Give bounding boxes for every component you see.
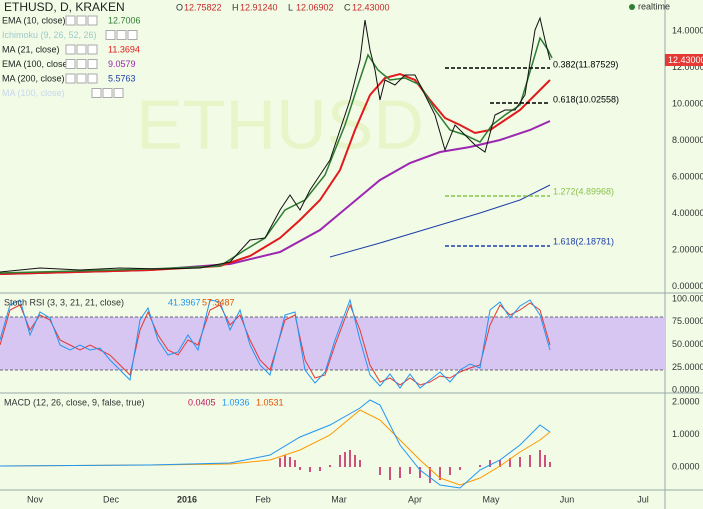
fib-label: 0.618(10.02558) <box>553 94 619 104</box>
indicator-value: 9.0579 <box>108 59 136 69</box>
indicator-label: MA (100, close) <box>2 88 65 98</box>
macd-histogram <box>279 450 551 483</box>
rsi-tick: 75.0000 <box>672 316 703 326</box>
indicator-button <box>91 88 102 98</box>
ohlc-value: 12.06902 <box>296 2 334 12</box>
ohlc-key: C <box>344 2 351 12</box>
price-tick: 10.00000 <box>672 98 703 108</box>
rsi-label: Stoch RSI (3, 3, 21, 21, close) <box>4 297 124 307</box>
indicator-value: 5.5763 <box>108 73 136 83</box>
ohlc-key: L <box>288 2 293 12</box>
live-dot <box>629 4 635 10</box>
ohlc-key: H <box>232 2 239 12</box>
watermark: ETHUSD <box>136 85 424 163</box>
indicator-label: MA (21, close) <box>2 44 60 54</box>
current-price-box <box>665 54 703 66</box>
ohlc-value: 12.75822 <box>184 2 222 12</box>
fib-label: 1.272(4.89968) <box>553 186 614 196</box>
price-tick: 8.00000 <box>672 135 703 145</box>
indicator-button <box>102 88 113 98</box>
x-tick: Dec <box>103 494 120 504</box>
macd-signal-line <box>0 409 551 486</box>
realtime: realtime <box>638 1 670 11</box>
x-tick: Feb <box>255 494 271 504</box>
ohlc-key: O <box>176 2 183 12</box>
indicator-button <box>65 73 76 84</box>
rsi-d-line <box>0 298 551 389</box>
indicator-button <box>116 30 127 40</box>
rsi-value: 41.3967 <box>168 297 201 307</box>
x-tick: Jul <box>637 494 649 504</box>
indicator-button <box>76 59 87 69</box>
indicator-button <box>113 88 124 98</box>
x-tick: Apr <box>408 494 422 504</box>
ema100-line <box>0 120 551 275</box>
x-tick: May <box>482 494 500 504</box>
indicator-button <box>65 59 76 69</box>
indicator-button <box>65 44 76 55</box>
x-tick: 2016 <box>177 494 197 504</box>
rsi-k-line <box>0 302 551 386</box>
price-tick: 2.00000 <box>672 244 703 254</box>
macd-value: 0.0405 <box>188 397 216 407</box>
macd-tick: 1.0000 <box>672 429 700 439</box>
ma21-line <box>0 72 551 275</box>
indicator-button <box>87 44 98 55</box>
price-tick: 0.00000 <box>672 281 703 291</box>
ma200-line <box>329 184 551 258</box>
price-line <box>0 16 551 273</box>
plot-area <box>0 0 665 490</box>
macd-line <box>0 399 551 489</box>
indicator-label: Ichimoku (9, 26, 52, 26) <box>2 30 97 40</box>
macd-tick: 0.0000 <box>672 461 700 471</box>
rsi-tick: 100.0000 <box>672 293 703 303</box>
indicator-button <box>65 15 76 26</box>
indicator-value: 11.3694 <box>108 44 140 54</box>
indicators: EMA (10, close) 12.7006 Ichimoku (9, 26, 5… <box>2 15 141 98</box>
indicator-button <box>76 15 87 26</box>
axes: 14.00000 12.00000 10.00000 8.00000 6.00000 4.… <box>27 25 703 504</box>
indicator-button <box>76 44 87 55</box>
price-tick: 14.00000 <box>672 25 703 35</box>
rsi-band <box>0 317 665 370</box>
current-price: 12.43000 <box>668 55 703 65</box>
rsi-value: 57.3487 <box>202 297 235 307</box>
rsi-tick: 50.0000 <box>672 339 703 349</box>
indicator-button <box>105 30 116 40</box>
price-tick: 6.00000 <box>672 171 703 181</box>
macd-value: 1.0936 <box>222 397 250 407</box>
indicator-value: 12.7006 <box>108 15 141 25</box>
ohlc: O 12.75822 H 12.91240 L 12.06902 C 12.43000 <box>176 2 390 12</box>
indicator-button <box>76 73 87 84</box>
price-tick: 4.00000 <box>672 208 703 218</box>
macd-value: 1.0531 <box>256 397 284 407</box>
fib-label: 0.382(11.87529) <box>553 59 618 69</box>
indicator-button <box>87 59 98 69</box>
rsi-tick: 0.0000 <box>672 385 700 395</box>
indicator-label: EMA (10, close) <box>2 15 66 25</box>
indicator-button <box>87 73 98 84</box>
macd-label: MACD (12, 26, close, 9, false, true) <box>4 397 145 407</box>
x-tick: Mar <box>331 494 347 504</box>
x-tick: Jun <box>560 494 575 504</box>
macd-tick: 2.0000 <box>672 396 700 406</box>
indicator-label: MA (200, close) <box>2 73 65 83</box>
price-tick: 12.00000 <box>672 62 703 72</box>
rsi-tick: 25.0000 <box>672 362 703 372</box>
ohlc-value: 12.43000 <box>352 2 390 12</box>
x-tick: Nov <box>27 494 44 504</box>
symbol: ETHUSD, D, KRAKEN <box>4 0 125 14</box>
indicator-button <box>87 15 98 26</box>
indicator-label: EMA (100, close) <box>2 59 71 69</box>
ohlc-value: 12.91240 <box>240 2 278 12</box>
fib-label: 1.618(2.18781) <box>553 236 614 246</box>
indicator-button <box>127 30 138 40</box>
